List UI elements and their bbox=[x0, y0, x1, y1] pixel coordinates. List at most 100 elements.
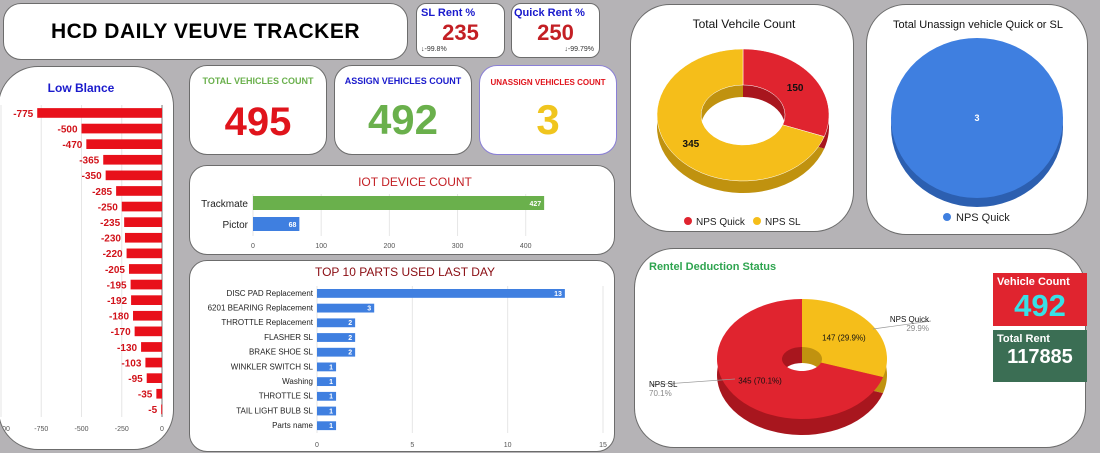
bar bbox=[317, 391, 337, 401]
callout-label: NPS SL bbox=[649, 380, 678, 389]
legend-label: NPS Quick bbox=[696, 217, 746, 228]
sl-rent-value: 235 bbox=[442, 20, 479, 45]
pie-slice bbox=[802, 299, 887, 378]
bar bbox=[317, 347, 356, 357]
legend-swatch-nps-quick bbox=[943, 213, 951, 221]
bar-value-label: -350 bbox=[82, 171, 102, 182]
y-category-label: DISC PAD Replacement bbox=[226, 289, 313, 298]
bar bbox=[146, 373, 162, 383]
donut-slice-label: 150 bbox=[787, 83, 804, 94]
y-category-label: FLASHER SL bbox=[264, 333, 313, 342]
x-tick-label: 0 bbox=[251, 243, 255, 250]
bar-value-label: 2 bbox=[348, 320, 352, 327]
bar bbox=[156, 388, 162, 399]
bar bbox=[145, 357, 162, 368]
bar-value-label: -365 bbox=[79, 156, 99, 167]
bar bbox=[116, 186, 162, 196]
callout-line bbox=[650, 378, 736, 386]
bar-value-label: -130 bbox=[117, 343, 137, 354]
arrow-down-icon: ↓ bbox=[421, 46, 425, 53]
bar bbox=[317, 303, 375, 313]
y-category-label: Parts name bbox=[272, 421, 313, 430]
pie-slice-label: 345 (70.1%) bbox=[738, 376, 782, 385]
chart-legend: NPS Quick NPS SL bbox=[684, 217, 801, 228]
quick-rent-value: 250 bbox=[537, 20, 574, 45]
bar-value-label: -35 bbox=[138, 390, 153, 401]
bar-value-label: 1 bbox=[329, 423, 333, 430]
x-tick-label: 0 bbox=[315, 442, 319, 449]
legend-swatch-nps-sl bbox=[753, 217, 761, 225]
total-vehicles-card: TOTAL VEHICLES COUNT 495 bbox=[189, 65, 327, 155]
bar-value-label: -220 bbox=[103, 249, 123, 260]
bar-value-label: -170 bbox=[111, 327, 131, 338]
page-title: HCD DAILY VEUVE TRACKER bbox=[50, 19, 361, 43]
donut-slice bbox=[656, 48, 825, 182]
chart-title: Rentel Deduction Status bbox=[649, 261, 776, 273]
callout-pct: 29.9% bbox=[906, 324, 929, 333]
total-rent-label: Total Rent bbox=[997, 333, 1050, 345]
legend-swatch-nps-quick bbox=[684, 217, 692, 225]
callout-pct: 70.1% bbox=[649, 389, 672, 398]
bar-value-label: -250 bbox=[98, 202, 118, 213]
assign-vehicles-label: ASSIGN VEHICLES COUNT bbox=[344, 76, 462, 86]
x-tick-label: 200 bbox=[384, 243, 396, 250]
total-rent-box: Total Rent 117885 bbox=[993, 330, 1087, 382]
legend-label: NPS SL bbox=[765, 217, 801, 228]
legend-label: NPS Quick bbox=[956, 212, 1010, 224]
bar-value-label: -192 bbox=[107, 296, 127, 307]
bar bbox=[105, 170, 162, 181]
sl-rent-change: ↓-99.8% bbox=[421, 46, 447, 53]
callout-label: NPS Quick bbox=[890, 315, 930, 324]
unassign-vehicles-value: 3 bbox=[536, 96, 560, 143]
x-tick-label: 5 bbox=[410, 442, 414, 449]
bar-value-label: 2 bbox=[348, 335, 352, 342]
assign-vehicles-value: 492 bbox=[367, 96, 439, 143]
bar bbox=[317, 318, 356, 328]
bar bbox=[133, 310, 162, 321]
bar-value-label: -500 bbox=[57, 124, 77, 135]
bar-value-label: 1 bbox=[329, 394, 333, 401]
bar-value-label: 68 bbox=[289, 222, 297, 229]
y-category-label: BRAKE SHOE SL bbox=[249, 348, 314, 357]
bar bbox=[317, 421, 337, 431]
bar bbox=[128, 264, 162, 274]
x-tick-label: 0 bbox=[160, 426, 164, 433]
y-category-label: Washing bbox=[282, 377, 313, 386]
sl-rent-change-text: -99.8% bbox=[424, 46, 447, 53]
bar bbox=[124, 217, 162, 227]
iot-device-card: IOT DEVICE COUNT 427 68 0 100 200 300 400 Track… bbox=[189, 165, 615, 255]
bar bbox=[253, 196, 545, 210]
bar bbox=[103, 154, 162, 165]
bar bbox=[131, 295, 162, 305]
assign-vehicles-card: ASSIGN VEHICLES COUNT 492 bbox=[334, 65, 472, 155]
chart-title: Total Vehcile Count bbox=[693, 17, 796, 31]
y-category-label: THROTTLE SL bbox=[259, 392, 314, 401]
unassign-pie-chart: Total Unassign vehicle Quick or SL 3 NPS… bbox=[891, 19, 1063, 224]
bar-value-label: -205 bbox=[105, 265, 125, 276]
vehicle-count-value: 492 bbox=[1014, 288, 1066, 323]
pie-slice bbox=[717, 299, 884, 419]
x-tick-label: 300 bbox=[452, 243, 464, 250]
bar bbox=[130, 279, 162, 290]
bar-value-label: -235 bbox=[100, 218, 120, 229]
bar bbox=[317, 333, 356, 342]
bar-value-label: -5 bbox=[148, 405, 157, 416]
bar bbox=[317, 377, 337, 387]
header-card: HCD DAILY VEUVE TRACKER bbox=[3, 3, 408, 60]
total-vehicles-value: 495 bbox=[224, 100, 292, 144]
sl-rent-card: SL Rent % 235 ↓-99.8% bbox=[416, 3, 505, 58]
quick-rent-card: Quick Rent % 250 ↓-99.79% bbox=[511, 3, 600, 58]
sl-rent-label: SL Rent % bbox=[421, 7, 476, 19]
pie-slice-nps-quick bbox=[891, 38, 1063, 198]
bar bbox=[81, 123, 162, 134]
bar bbox=[253, 217, 300, 231]
bar bbox=[317, 289, 565, 298]
total-vehicle-count-card: Total Vehcile Count 150 345 NPS Quick NPS… bbox=[630, 4, 854, 232]
y-category-label: TAIL LIGHT BULB SL bbox=[236, 406, 313, 415]
bar bbox=[161, 404, 163, 415]
bar-value-label: 1 bbox=[329, 364, 333, 371]
bar-value-label: 1 bbox=[329, 379, 333, 386]
unassign-vehicles-card: UNASSIGN VEHICLES COUNT 3 bbox=[479, 65, 617, 155]
bar bbox=[317, 406, 337, 416]
